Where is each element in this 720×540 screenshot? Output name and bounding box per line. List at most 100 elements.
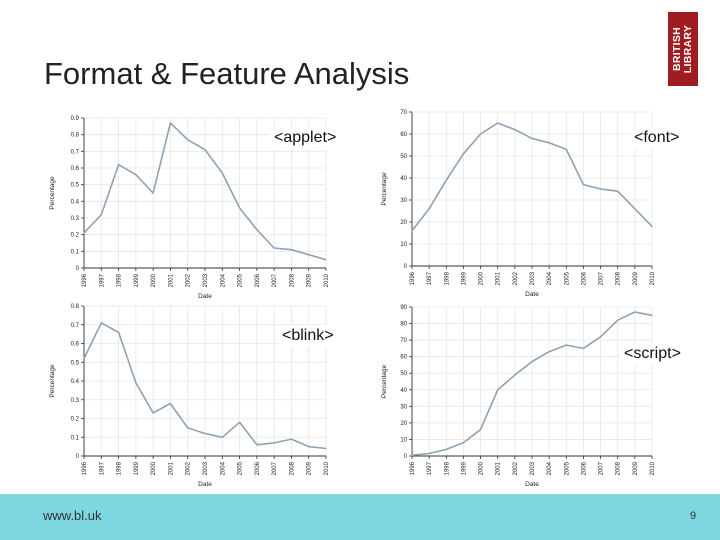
- y-axis-label: Percentage: [49, 176, 56, 210]
- data-point: [411, 230, 413, 232]
- data-point: [565, 148, 567, 150]
- x-axis-label: Date: [198, 481, 212, 488]
- x-tick-label: 2005: [564, 461, 570, 475]
- y-tick-label: 0: [404, 454, 408, 460]
- x-tick-label: 2002: [186, 273, 192, 287]
- y-tick-label: 0.7: [71, 323, 80, 329]
- data-point: [531, 137, 533, 139]
- data-point: [617, 319, 619, 321]
- y-axis-label: Percentage: [381, 172, 388, 206]
- data-point: [445, 448, 447, 450]
- x-tick-label: 2006: [581, 461, 587, 475]
- y-axis-label: Percentage: [381, 364, 388, 398]
- data-point: [152, 192, 154, 194]
- x-tick-label: 2005: [238, 273, 244, 287]
- x-tick-label: 2008: [289, 273, 295, 287]
- data-point: [445, 179, 447, 181]
- x-tick-label: 2004: [547, 461, 553, 475]
- data-point: [479, 428, 482, 431]
- x-tick-label: 1998: [117, 461, 123, 475]
- data-point: [325, 447, 327, 450]
- x-tick-label: 1998: [444, 461, 450, 475]
- y-tick-label: 0: [76, 454, 80, 460]
- x-tick-label: 2001: [496, 461, 502, 475]
- x-tick-label: 2000: [479, 271, 485, 285]
- x-tick-label: 2009: [307, 461, 313, 475]
- data-point: [497, 389, 499, 391]
- data-point: [152, 412, 154, 414]
- x-tick-label: 2003: [203, 273, 209, 287]
- y-tick-label: 80: [400, 322, 407, 328]
- y-tick-label: 70: [400, 338, 407, 344]
- font-chart-tag: <font>: [630, 127, 684, 149]
- y-tick-label: 0.1: [71, 435, 80, 441]
- x-axis-label: Date: [525, 481, 539, 488]
- data-point: [565, 344, 567, 346]
- data-point: [238, 207, 241, 209]
- data-point: [256, 229, 258, 231]
- y-tick-label: 30: [400, 404, 407, 410]
- y-tick-label: 60: [400, 355, 407, 361]
- y-tick-label: 0.3: [71, 216, 80, 222]
- data-point: [428, 452, 430, 455]
- x-tick-label: 1999: [461, 461, 467, 475]
- data-point: [599, 188, 602, 190]
- y-tick-label: 90: [400, 305, 407, 311]
- data-point: [117, 331, 120, 333]
- x-tick-label: 1996: [82, 461, 88, 475]
- data-point: [83, 357, 85, 360]
- footer-url: www.bl.uk: [43, 508, 102, 523]
- y-tick-label: 0.6: [71, 342, 80, 348]
- data-point: [273, 442, 275, 444]
- data-point: [308, 254, 310, 256]
- data-point: [548, 142, 550, 144]
- y-tick-label: 0.8: [71, 304, 80, 310]
- data-point: [582, 347, 585, 349]
- x-tick-label: 2002: [513, 461, 519, 475]
- data-point: [308, 446, 310, 448]
- x-tick-label: 2004: [220, 461, 226, 475]
- x-tick-label: 2009: [633, 461, 639, 475]
- y-tick-label: 0.2: [71, 233, 80, 239]
- y-tick-label: 10: [400, 242, 407, 248]
- data-point: [325, 259, 327, 261]
- x-tick-label: 2001: [496, 271, 502, 285]
- x-tick-label: 2010: [650, 461, 656, 475]
- data-point: [428, 208, 430, 210]
- data-point: [221, 436, 223, 438]
- y-tick-label: 0.5: [71, 360, 80, 366]
- y-tick-label: 0.6: [71, 166, 80, 172]
- y-tick-label: 0.8: [71, 133, 80, 139]
- data-point: [599, 336, 602, 338]
- x-tick-label: 2008: [616, 271, 622, 285]
- x-tick-label: 2010: [650, 271, 656, 285]
- x-tick-label: 2005: [564, 271, 570, 285]
- x-tick-label: 2009: [307, 273, 313, 287]
- data-point: [290, 438, 293, 440]
- x-axis-label: Date: [525, 291, 539, 298]
- data-point: [238, 421, 241, 423]
- x-tick-label: 2002: [186, 461, 192, 475]
- y-tick-label: 0.9: [71, 116, 80, 122]
- x-tick-label: 1996: [410, 271, 416, 285]
- x-tick-label: 2003: [530, 461, 536, 475]
- data-point: [548, 351, 550, 353]
- footer-bar: www.bl.uk 9: [0, 494, 720, 540]
- data-point: [479, 133, 482, 135]
- x-tick-label: 1999: [134, 461, 140, 475]
- y-tick-label: 0.4: [71, 199, 80, 205]
- x-tick-label: 2006: [255, 461, 261, 475]
- page-number: 9: [690, 510, 697, 522]
- data-point: [617, 190, 619, 192]
- data-point: [135, 174, 137, 176]
- data-point: [169, 122, 172, 124]
- x-tick-label: 2007: [599, 271, 605, 285]
- data-point: [651, 314, 653, 316]
- data-point: [634, 208, 636, 210]
- logo-text: BRITISH LIBRARY: [671, 25, 694, 73]
- x-tick-label: 2000: [151, 273, 157, 287]
- y-tick-label: 60: [400, 132, 407, 138]
- y-tick-label: 0: [404, 264, 408, 270]
- x-tick-label: 2007: [599, 461, 605, 475]
- y-tick-label: 70: [400, 110, 407, 116]
